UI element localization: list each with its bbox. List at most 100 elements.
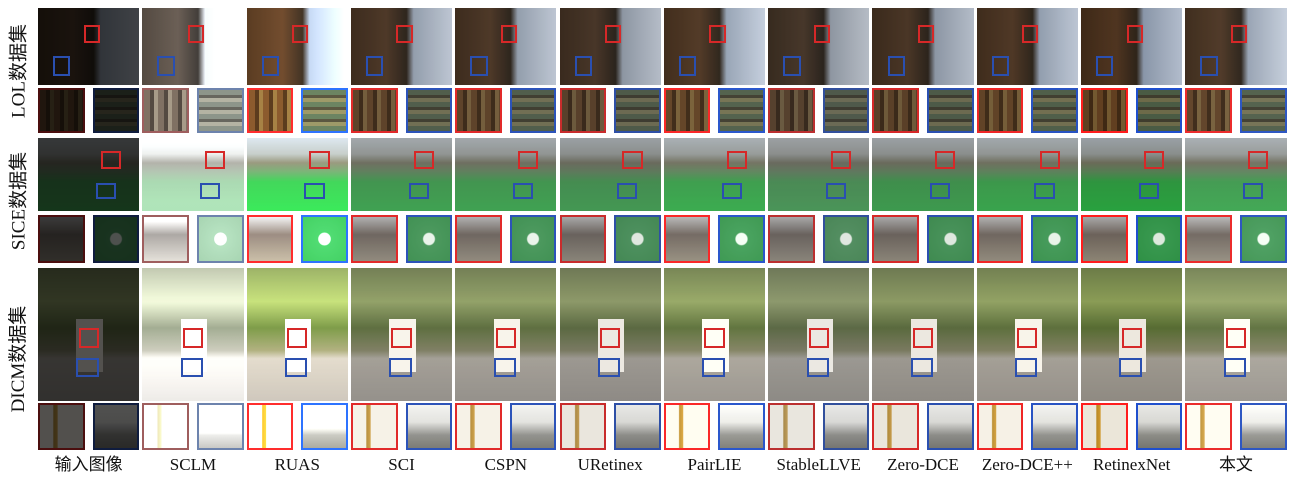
zoom-crop-blue [93,88,140,133]
blue-box [76,358,98,377]
blue-box [722,183,742,199]
red-box [600,328,620,348]
blue-box [181,358,203,377]
zoom-crop-blue [301,215,348,263]
red-box [1022,25,1038,43]
zoom-crop-blue [1136,88,1183,133]
blue-box [617,183,637,199]
blue-box [1096,56,1113,76]
blue-box [783,56,800,76]
red-box [1017,328,1037,348]
result-image [351,138,452,211]
zoom-crop-red [142,215,189,263]
zoom-crop-red [351,215,398,263]
zoom-crop-red [455,88,502,133]
zoom-crop-blue [197,88,244,133]
red-box [496,328,516,348]
result-image [455,138,556,211]
red-box [709,25,725,43]
blue-box [930,183,950,199]
zoom-crop-red [872,88,919,133]
zoom-crop-blue [614,88,661,133]
zoom-crop-blue [718,215,765,263]
red-box [831,151,851,169]
red-box [414,151,434,169]
column-label: CSPN [445,454,566,476]
column-label: Zero-DCE++ [967,454,1088,476]
result-image [560,138,661,211]
blue-box [888,56,905,76]
zoom-crop-red [455,215,502,263]
zoom-crop-blue [927,88,974,133]
red-box [205,151,225,169]
blue-box [53,56,70,76]
red-box [1248,151,1268,169]
blue-box [911,358,933,377]
blue-box [513,183,533,199]
column-label: Zero-DCE [862,454,983,476]
red-box [913,328,933,348]
zoom-crop-red [1185,88,1232,133]
column-label: SCI [341,454,462,476]
zoom-crop-red [38,403,85,450]
figure: LOL数据集SICE数据集DICM数据集输入图像SCLMRUASSCICSPNU… [0,0,1290,477]
zoom-crop-blue [406,215,453,263]
blue-box [304,183,324,199]
zoom-crop-blue [301,88,348,133]
zoom-crop-blue [823,88,870,133]
red-box [287,328,307,348]
column-label: URetinex [550,454,671,476]
result-image [977,138,1078,211]
result-image [872,138,973,211]
zoom-crop-blue [406,88,453,133]
red-box [1127,25,1143,43]
red-box [309,151,329,169]
result-image [38,138,139,211]
blue-box [1034,183,1054,199]
blue-box [409,183,429,199]
zoom-crop-red [351,88,398,133]
blue-box [575,56,592,76]
blue-box [1015,358,1037,377]
zoom-crop-red [664,403,711,450]
blue-box [470,56,487,76]
zoom-crop-blue [406,403,453,450]
zoom-crop-blue [614,403,661,450]
zoom-crop-blue [93,403,140,450]
zoom-crop-blue [718,88,765,133]
zoom-crop-red [872,215,919,263]
result-image [247,138,348,211]
column-label: 输入图像 [28,454,149,476]
column-label: 本文 [1175,454,1290,476]
result-image [142,138,243,211]
zoom-crop-red [38,88,85,133]
zoom-crop-red [664,88,711,133]
red-box [918,25,934,43]
red-box [1144,151,1164,169]
blue-box [262,56,279,76]
zoom-crop-blue [1240,403,1287,450]
zoom-crop-red [560,215,607,263]
zoom-crop-blue [718,403,765,450]
zoom-crop-blue [510,215,557,263]
zoom-crop-red [1081,215,1128,263]
zoom-crop-blue [927,215,974,263]
zoom-crop-red [1185,215,1232,263]
zoom-crop-blue [197,403,244,450]
row-label: SICE数据集 [7,138,31,263]
blue-box [807,358,829,377]
zoom-crop-red [38,215,85,263]
blue-box [494,358,516,377]
blue-box [200,183,220,199]
red-box [84,25,100,43]
blue-box [1200,56,1217,76]
red-box [396,25,412,43]
row-label: DICM数据集 [7,268,31,450]
red-box [1226,328,1246,348]
blue-box [702,358,724,377]
red-box [79,328,99,348]
red-box [292,25,308,43]
zoom-crop-red [247,88,294,133]
blue-box [679,56,696,76]
zoom-crop-red [872,403,919,450]
